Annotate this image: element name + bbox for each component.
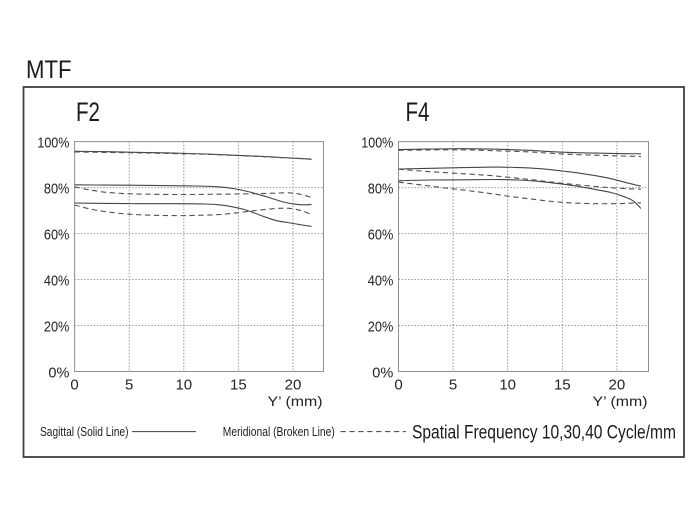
- svg-text:100%: 100%: [361, 135, 393, 152]
- svg-text:0%: 0%: [372, 365, 393, 382]
- svg-text:60%: 60%: [368, 227, 394, 244]
- svg-text:0%: 0%: [48, 365, 69, 382]
- svg-text:Y’ (mm): Y’ (mm): [593, 393, 648, 409]
- svg-text:Sagittal (Solid Line): Sagittal (Solid Line): [40, 425, 129, 439]
- svg-text:Meridional (Broken Line): Meridional (Broken Line): [223, 425, 335, 439]
- svg-text:100%: 100%: [37, 135, 69, 152]
- svg-text:Spatial Frequency 10,30,40 Cy: Spatial Frequency 10,30,40 Cycle/mm: [412, 423, 676, 444]
- svg-text:60%: 60%: [44, 227, 70, 244]
- svg-text:20: 20: [285, 377, 302, 394]
- svg-text:15: 15: [230, 377, 247, 394]
- svg-text:20%: 20%: [368, 319, 394, 336]
- svg-text:5: 5: [125, 377, 133, 394]
- svg-text:MTF: MTF: [26, 56, 72, 84]
- svg-text:40%: 40%: [368, 273, 394, 290]
- svg-text:80%: 80%: [44, 181, 70, 198]
- svg-text:10: 10: [175, 377, 192, 394]
- svg-text:0: 0: [394, 377, 402, 394]
- svg-text:F4: F4: [406, 97, 430, 127]
- svg-text:F2: F2: [76, 97, 100, 127]
- svg-text:0: 0: [70, 377, 78, 394]
- svg-text:80%: 80%: [368, 181, 394, 198]
- svg-text:5: 5: [449, 377, 457, 394]
- svg-text:20: 20: [609, 377, 626, 394]
- svg-text:10: 10: [499, 377, 516, 394]
- svg-text:40%: 40%: [44, 273, 70, 290]
- svg-text:Y’ (mm): Y’ (mm): [268, 393, 323, 409]
- svg-text:20%: 20%: [44, 319, 70, 336]
- svg-text:15: 15: [554, 377, 571, 394]
